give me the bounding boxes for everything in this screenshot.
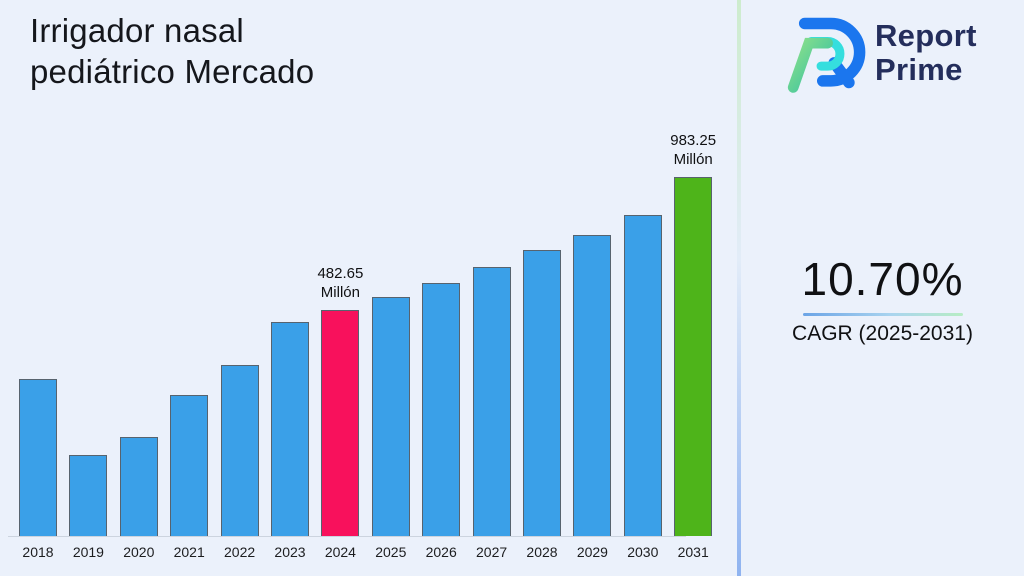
x-tick-label-2028: 2028 (526, 544, 558, 560)
logo-text-line-1: Report (875, 18, 977, 53)
cagr-label: CAGR (2025-2031) (792, 322, 973, 345)
report-prime-logo: Report Prime (785, 12, 977, 94)
x-tick-label-2022: 2022 (224, 544, 256, 560)
bar-2019 (69, 455, 108, 536)
x-tick-label-2024: 2024 (324, 544, 356, 560)
x-tick-label-2029: 2029 (576, 544, 608, 560)
bar-2021 (170, 395, 209, 536)
value-label-2024-unit: Millón (320, 284, 360, 301)
x-tick-label-2030: 2030 (627, 544, 659, 560)
bar-2030 (623, 215, 662, 536)
cagr-panel: 10.70% CAGR (2025-2031) (760, 252, 1005, 346)
report-prime-logo-text: Report Prime (875, 19, 977, 87)
bar-2031 (674, 177, 713, 536)
bar-2029 (573, 235, 612, 536)
panel-divider (737, 0, 741, 576)
x-tick-label-2020: 2020 (123, 544, 155, 560)
value-label-2031-value: 983.25 (670, 132, 717, 149)
value-label-2031-unit: Millón (673, 151, 713, 168)
x-tick-label-2025: 2025 (375, 544, 407, 560)
x-tick-label-2021: 2021 (173, 544, 205, 560)
page-title-line-2: pediátrico Mercado (30, 53, 315, 90)
logo-text-line-2: Prime (875, 52, 963, 87)
bar-2026 (422, 283, 461, 536)
bar-2018 (19, 379, 57, 536)
bar-chart: 2018 2019 2020 2021 2022 2023 2024 482.65 Millón… (8, 131, 741, 560)
x-axis-line (8, 536, 686, 537)
cagr-underline (802, 313, 963, 316)
bar-2023 (271, 322, 309, 536)
bar-2025 (371, 297, 410, 536)
x-tick-label-2027: 2027 (476, 544, 508, 560)
x-tick-label-2018: 2018 (22, 544, 54, 560)
bar-2024 (321, 310, 360, 536)
x-tick-label-2023: 2023 (274, 544, 306, 560)
value-label-2031: 983.25 Millón (645, 131, 741, 169)
report-prime-logo-icon (787, 17, 866, 93)
value-label-2024-value: 482.65 (317, 265, 364, 282)
x-tick-label-2019: 2019 (72, 544, 104, 560)
value-label-2024: 482.65 Millón (292, 264, 388, 302)
page-title-line-1: Irrigador nasal (30, 12, 244, 49)
cagr-value: 10.70% (801, 253, 964, 305)
bar-2022 (220, 365, 259, 536)
bar-2020 (119, 437, 158, 536)
bar-2027 (472, 267, 511, 536)
x-tick-label-2031: 2031 (677, 544, 709, 560)
bar-2028 (523, 250, 561, 536)
x-tick-label-2026: 2026 (425, 544, 457, 560)
page-title: Irrigador nasal pediátrico Mercado (30, 10, 314, 92)
